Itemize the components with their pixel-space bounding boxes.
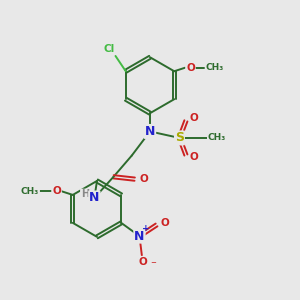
Text: ⁻: ⁻: [150, 260, 156, 270]
Text: O: O: [139, 174, 148, 184]
Text: Cl: Cl: [103, 44, 115, 54]
Text: CH₃: CH₃: [206, 63, 224, 72]
Text: O: O: [160, 218, 169, 228]
Text: CH₃: CH₃: [208, 134, 226, 142]
Text: O: O: [186, 63, 195, 73]
Text: +: +: [142, 224, 150, 233]
Text: O: O: [190, 152, 199, 162]
Text: N: N: [134, 230, 145, 243]
Text: N: N: [145, 125, 155, 138]
Text: S: S: [175, 131, 184, 144]
Text: H: H: [81, 190, 89, 200]
Text: O: O: [52, 186, 61, 197]
Text: N: N: [89, 191, 100, 205]
Text: O: O: [139, 257, 148, 267]
Text: O: O: [190, 113, 199, 124]
Text: CH₃: CH₃: [21, 187, 39, 196]
